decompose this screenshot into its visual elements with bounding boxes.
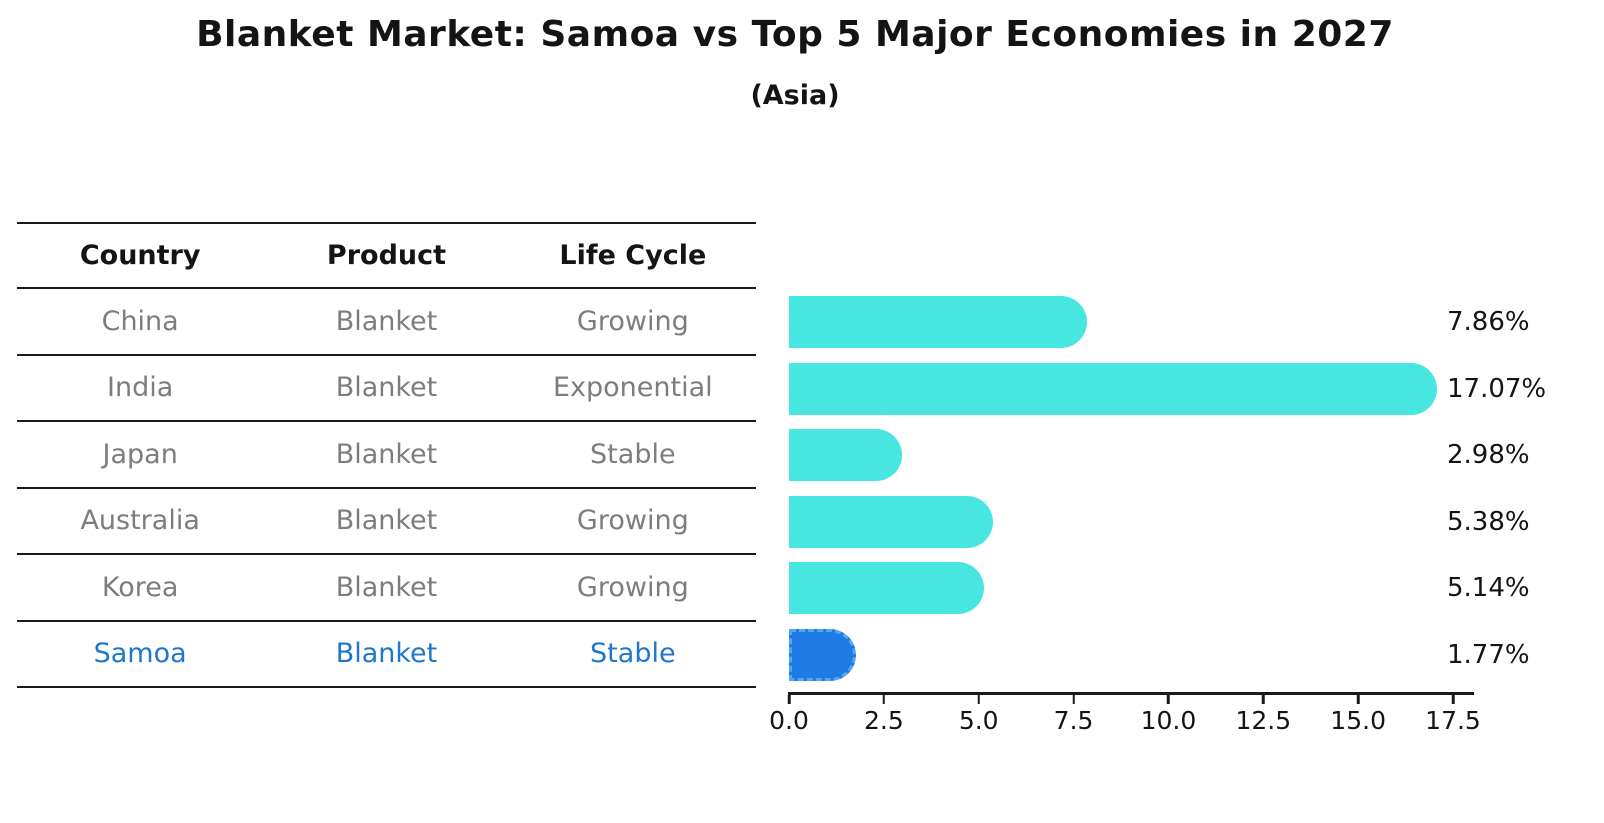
tick-label: 2.5: [863, 706, 904, 735]
cell-life-cycle: Growing: [576, 505, 689, 537]
bar-row: [789, 555, 1453, 622]
tick-mark: [1262, 695, 1265, 704]
cell-life-cycle: Growing: [576, 305, 689, 337]
tick-label: 5.0: [958, 706, 999, 735]
value-label-china: 7.86%: [1447, 307, 1530, 338]
col-header-product: Product: [326, 240, 447, 271]
tick-mark: [882, 695, 886, 704]
cell-product: Blanket: [335, 305, 438, 337]
cell-country: Korea: [101, 571, 179, 603]
bar-row: [789, 489, 1453, 556]
bar-australia: [789, 495, 994, 548]
cell-country: Japan: [102, 438, 178, 470]
tick-label: 7.5: [1053, 706, 1094, 735]
cell-life-cycle: Stable: [590, 638, 676, 670]
col-header-country: Country: [79, 240, 201, 271]
tick-label: 12.5: [1235, 706, 1292, 735]
tick-label: 0.0: [769, 706, 809, 735]
cell-product: Blanket: [335, 571, 438, 603]
cell-country: China: [101, 305, 179, 337]
table-row-japan: Japan Blanket Stable: [17, 422, 756, 489]
cell-country: Australia: [80, 505, 200, 537]
tick-mark: [1072, 695, 1075, 704]
table-row-korea: Korea Blanket Growing: [17, 555, 756, 622]
table-header-row: Country Product Life Cycle: [17, 222, 756, 289]
value-label-japan: 2.98%: [1447, 440, 1530, 471]
x-axis-tick-labels: 0.0 2.5 5.0 7.5 10.0 12.5 15.0 17.5: [769, 706, 1481, 740]
table-row-china: China Blanket Growing: [17, 289, 756, 356]
cell-life-cycle: Exponential: [552, 372, 713, 404]
value-label-australia: 5.38%: [1447, 506, 1530, 537]
x-axis-line: [788, 692, 1474, 695]
bar-row: [789, 622, 1453, 689]
cell-country: Samoa: [93, 638, 187, 670]
bar-row: [789, 356, 1453, 423]
tick-mark: [1451, 695, 1455, 704]
bar-samoa: [789, 628, 857, 681]
cell-product: Blanket: [335, 438, 438, 470]
table-row-samoa: Samoa Blanket Stable: [17, 622, 756, 688]
cell-product: Blanket: [335, 638, 438, 670]
tick-label: 17.5: [1425, 706, 1481, 735]
value-label-korea: 5.14%: [1447, 573, 1530, 604]
cell-life-cycle: Growing: [576, 571, 689, 603]
value-label-india: 17.07%: [1447, 373, 1547, 404]
bar-row: [789, 289, 1453, 356]
bar-row: [789, 422, 1453, 489]
cell-product: Blanket: [335, 505, 438, 537]
cell-country: India: [107, 372, 174, 404]
cell-product: Blanket: [335, 372, 438, 404]
col-header-life-cycle: Life Cycle: [559, 240, 707, 271]
bar-chart: [789, 289, 1453, 688]
bar-korea: [789, 562, 985, 615]
tick-label: 10.0: [1140, 706, 1197, 735]
country-table: Country Product Life Cycle China Blanket…: [17, 222, 756, 688]
value-labels: 7.86% 17.07% 2.98% 5.38% 5.14% 1.77%: [1447, 289, 1602, 688]
x-axis-ticks: [787, 695, 1455, 705]
value-label-samoa: 1.77%: [1447, 639, 1530, 670]
bar-india: [789, 362, 1437, 415]
chart-title: Blanket Market: Samoa vs Top 5 Major Eco…: [196, 14, 1394, 55]
bar-china: [789, 296, 1088, 349]
cell-life-cycle: Stable: [590, 438, 676, 470]
tick-mark: [1167, 695, 1170, 704]
bar-japan: [789, 429, 903, 482]
tick-mark: [787, 695, 791, 704]
chart-subtitle: (Asia): [750, 80, 840, 111]
tick-mark: [977, 695, 980, 704]
tick-mark: [1356, 695, 1360, 704]
table-row-australia: Australia Blanket Growing: [17, 489, 756, 555]
tick-label: 15.0: [1330, 706, 1386, 735]
table-row-india: India Blanket Exponential: [17, 356, 756, 422]
